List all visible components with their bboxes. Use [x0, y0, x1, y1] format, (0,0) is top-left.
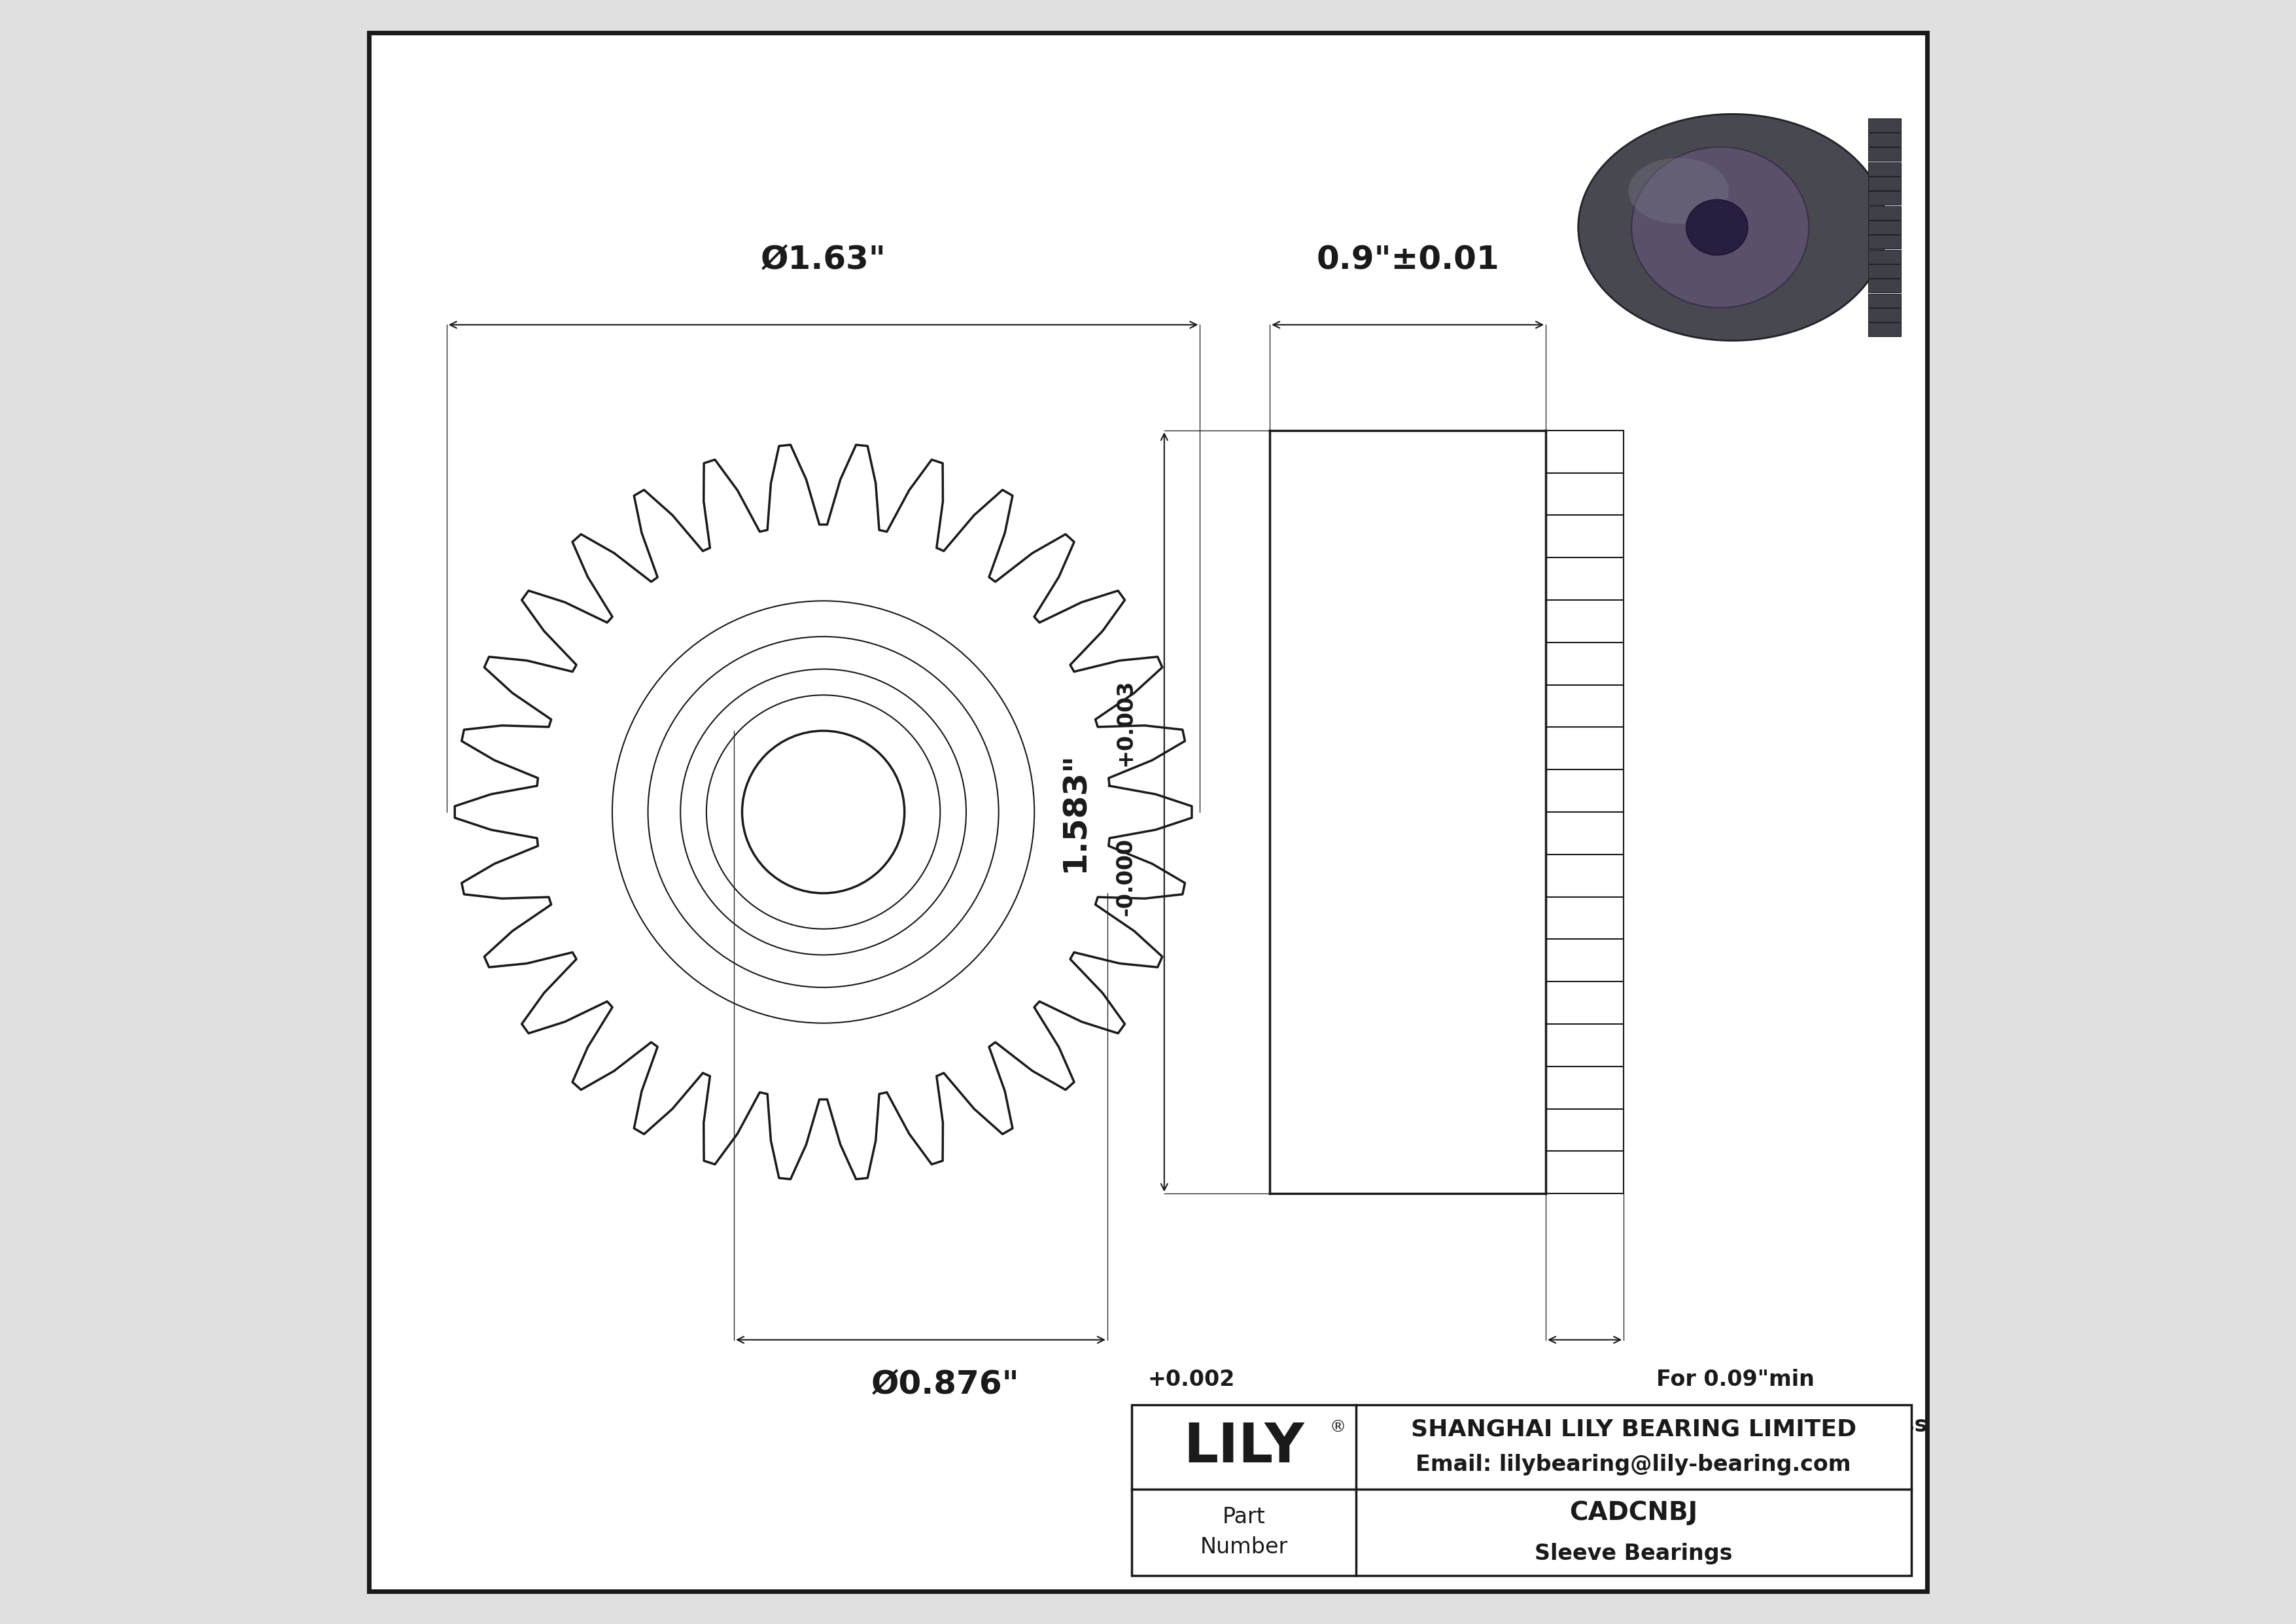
Text: -0.000: -0.000 [1114, 838, 1137, 916]
Bar [1869, 133, 1901, 146]
Text: 0.9"±0.01: 0.9"±0.01 [1316, 244, 1499, 276]
Bar [1869, 177, 1901, 190]
Ellipse shape [1685, 200, 1747, 255]
Bar [1869, 192, 1901, 205]
Text: sheet metal thickness: sheet metal thickness [1655, 1415, 1926, 1436]
Text: CADCNBJ: CADCNBJ [1568, 1501, 1697, 1525]
Bar [1869, 119, 1901, 132]
Text: Sleeve Bearings: Sleeve Bearings [1534, 1543, 1733, 1564]
Text: Email: lilybearing@lily-bearing.com: Email: lilybearing@lily-bearing.com [1417, 1453, 1851, 1476]
Bar [1869, 206, 1901, 219]
Bar [1869, 323, 1901, 336]
Text: +0.003: +0.003 [1114, 679, 1137, 767]
Bar [1869, 221, 1901, 234]
Text: -0.000: -0.000 [1148, 1415, 1226, 1436]
Text: For 0.09"min: For 0.09"min [1655, 1369, 1814, 1390]
Bar [1869, 162, 1901, 175]
Text: ®: ® [1329, 1419, 1345, 1436]
Bar [1869, 294, 1901, 307]
Text: +0.002: +0.002 [1148, 1369, 1235, 1390]
Text: Part
Number: Part Number [1201, 1507, 1288, 1557]
Bar [1132, 1405, 1910, 1575]
Bar [1869, 265, 1901, 278]
Bar [1869, 279, 1901, 292]
Ellipse shape [1577, 114, 1887, 341]
Bar [1869, 235, 1901, 248]
Bar [1869, 309, 1901, 322]
Text: LILY: LILY [1182, 1421, 1304, 1473]
Ellipse shape [1628, 158, 1729, 224]
Ellipse shape [1632, 148, 1809, 309]
Text: 1.583": 1.583" [1058, 752, 1091, 872]
Bar [1869, 250, 1901, 263]
Text: SHANGHAI LILY BEARING LIMITED: SHANGHAI LILY BEARING LIMITED [1410, 1418, 1855, 1440]
Bar [1869, 148, 1901, 161]
Text: Ø0.876": Ø0.876" [870, 1369, 1019, 1400]
Text: Ø1.63": Ø1.63" [760, 244, 886, 276]
